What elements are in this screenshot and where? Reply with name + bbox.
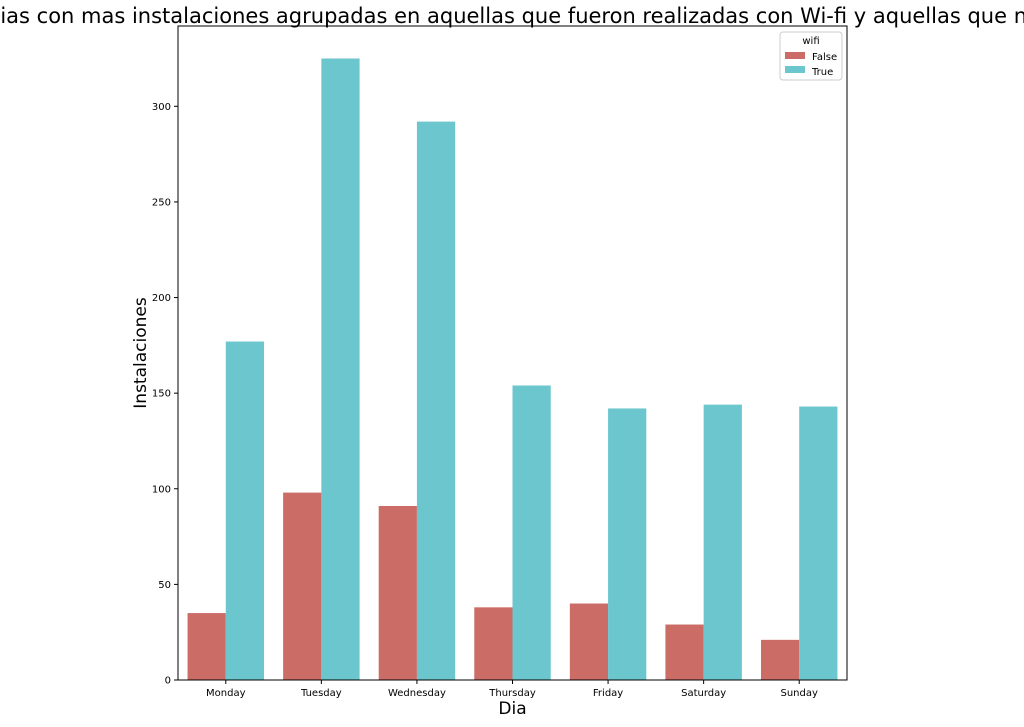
bar-false-wednesday xyxy=(378,505,417,680)
y-tick-label: 300 xyxy=(152,102,171,113)
x-tick-label: Thursday xyxy=(488,688,536,699)
x-tick-label: Wednesday xyxy=(388,688,446,699)
legend-title: wifi xyxy=(802,36,819,47)
legend-swatch-false xyxy=(785,52,805,59)
bar-true-sunday xyxy=(799,406,838,680)
bars-group xyxy=(187,58,838,681)
y-tick-label: 0 xyxy=(165,676,171,687)
bar-true-wednesday xyxy=(416,121,456,681)
x-tick-label: Tuesday xyxy=(300,688,342,699)
x-tick-label: Monday xyxy=(206,688,246,699)
y-tick-label: 250 xyxy=(152,197,171,208)
legend-label-true: True xyxy=(811,67,833,78)
y-tick-label: 200 xyxy=(152,293,171,304)
x-axis-label: Dia xyxy=(498,699,526,719)
bar-false-saturday xyxy=(665,624,704,680)
legend-swatch-true xyxy=(785,66,805,73)
legend-label-false: False xyxy=(812,52,837,63)
plot-frame xyxy=(177,25,848,681)
bar-false-monday xyxy=(187,613,226,680)
bar-true-monday xyxy=(225,341,265,680)
y-tick-label: 150 xyxy=(152,389,171,400)
x-tick-label: Friday xyxy=(593,688,623,699)
y-axis: 0 50 100 150 200 250 300 xyxy=(152,102,178,687)
x-axis: Monday Tuesday Wednesday Thursday Friday Satu… xyxy=(206,680,818,699)
bar-false-sunday xyxy=(760,639,800,680)
legend: wifi False True xyxy=(779,31,843,81)
bar-false-tuesday xyxy=(283,492,322,680)
bar-false-friday xyxy=(569,603,609,680)
y-axis-label: Instalaciones xyxy=(131,297,151,409)
x-tick-label: Saturday xyxy=(681,688,726,699)
bar-true-tuesday xyxy=(321,58,360,680)
bar-false-thursday xyxy=(474,607,513,680)
x-tick-label: Sunday xyxy=(781,688,818,699)
y-tick-label: 100 xyxy=(152,484,171,495)
y-tick-label: 50 xyxy=(158,580,171,591)
bar-true-friday xyxy=(608,408,647,680)
chart-title: Dias con mas instalaciones agrupadas en … xyxy=(0,4,1024,28)
bar-true-saturday xyxy=(703,404,742,680)
bar-true-thursday xyxy=(512,385,551,680)
